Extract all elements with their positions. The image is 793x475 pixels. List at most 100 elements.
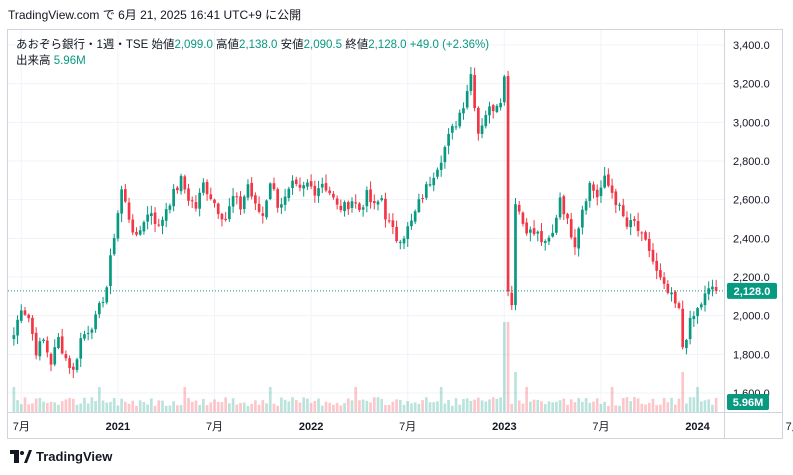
candle-body [424,184,428,198]
candle-body [86,332,90,334]
candle-body [75,359,79,370]
volume-bar [354,387,358,412]
candle-body [599,187,603,197]
volume-bar [696,387,699,412]
candle-body [31,317,34,334]
price-tick-label: 2,200.0 [733,272,770,284]
candle-body [38,341,42,357]
candle-body [335,198,339,205]
volume-bar [60,401,64,412]
volume-bar [112,398,116,412]
volume-bar [42,401,45,412]
candle-body [346,202,350,210]
volume-bar [640,403,644,412]
volume-bar [287,401,291,412]
volume-bar [454,398,458,412]
candle-body [584,201,588,211]
volume-bar [688,397,692,412]
volume-bar [595,398,599,412]
candle-body [595,189,599,198]
volume-bar [123,401,127,412]
candle-body [629,220,633,228]
volume-bar [302,397,306,412]
volume-bar [450,405,454,412]
candle-body [306,182,309,187]
candle-body [328,190,332,194]
candle-body [484,115,488,127]
candle-body [439,162,443,170]
last-price-badge-text: 2,128.0 [734,286,771,298]
candle-body [183,176,187,190]
candle-body [190,200,194,202]
candle-body [569,219,573,238]
candle-body [607,174,610,186]
volume-bar [521,403,525,412]
volume-bar [484,401,488,412]
volume-bar [592,401,595,412]
volume-bar [49,401,53,412]
volume-bar [432,402,436,412]
time-tick-label: 7月 [592,421,609,433]
volume-bar [651,398,655,412]
volume-bar [283,399,287,412]
candle-body [213,199,216,204]
volume-bar [655,405,659,412]
candle-body [517,204,521,212]
candle-body [298,184,302,188]
candle-body [696,308,699,317]
candle-body [317,188,320,197]
candle-body [350,201,354,208]
volume-bar [231,398,235,412]
volume-bar [224,397,227,412]
candle-body [242,196,246,210]
volume-bar [176,405,179,412]
candle-body [536,231,540,234]
candle-body [194,202,198,209]
volume-bar [659,404,662,412]
footer-brand[interactable]: TradingView [10,449,112,464]
volume-bar [346,398,350,412]
candle-body [246,184,250,198]
candle-body [280,204,283,208]
legend-symbol: あおぞら銀行・1週・TSE [16,39,149,51]
volume-bar [547,401,551,412]
candle-body [64,354,68,359]
volume-bar [666,402,670,412]
candle-body [27,314,31,319]
candle-body [428,184,432,186]
volume-bar [109,401,112,412]
candle-body [358,203,361,211]
candle-body [361,207,365,210]
candle-body [469,74,473,92]
volume-bar [603,401,607,412]
volume-bar [391,401,395,412]
volume-bar [562,398,566,412]
volume-bar [692,397,696,412]
volume-bar [246,405,250,412]
candle-body [413,211,417,222]
candle-body [164,209,168,221]
candle-body [391,220,395,227]
volume-bar [647,402,651,412]
candle-body [268,183,272,200]
candle-body [688,317,692,340]
volume-bar [153,405,157,412]
volume-bar [681,372,685,412]
volume-bar [250,403,254,412]
candle-body [647,238,651,251]
volume-bar [257,404,261,412]
volume-bar [662,397,666,412]
volume-bar [365,400,369,412]
volume-legend: 出来高 5.96M [16,52,86,68]
candle-body [127,202,131,220]
candle-body [42,339,45,342]
volume-bar [380,398,384,412]
candle-body [49,353,53,365]
candle-body [105,287,109,303]
candle-body [714,286,718,291]
volume-bar [350,400,354,412]
candle-body [588,183,592,201]
volume-bar [447,399,450,412]
volume-bar [395,399,398,412]
